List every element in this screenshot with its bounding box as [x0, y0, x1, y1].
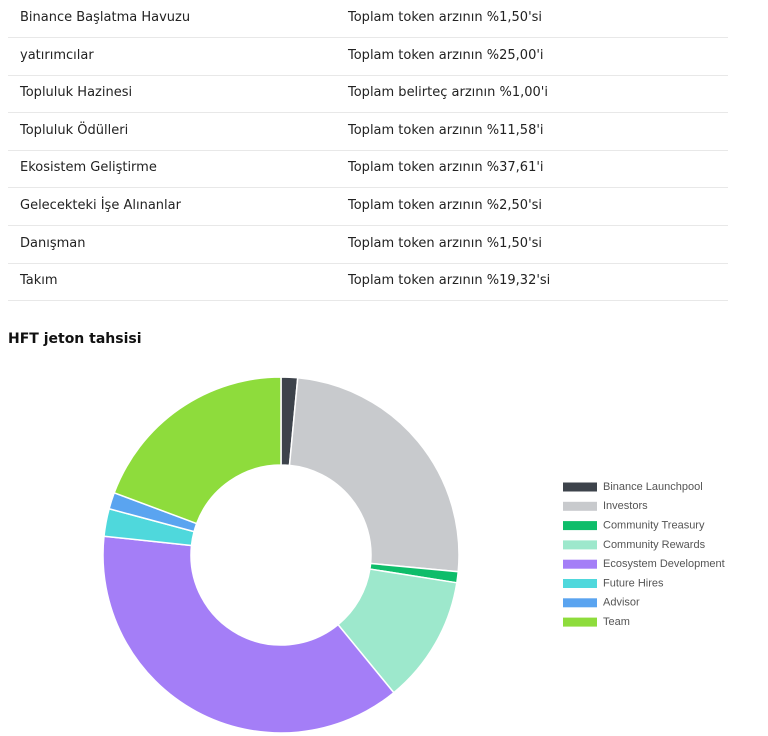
table-row: Topluluk Hazinesi Toplam belirteç arzının… [8, 75, 728, 114]
allocation-name: yatırımcılar [20, 47, 94, 63]
legend-label: Future Hires [603, 577, 664, 589]
chart-title: HFT jeton tahsisi [8, 331, 142, 347]
table-row: Danışman Toplam token arzının %1,50'si [8, 226, 728, 264]
table-row: Takım Toplam token arzının %19,32'si [8, 263, 728, 302]
donut-slice [113, 376, 282, 525]
table-row: Binance Başlatma Havuzu Toplam token arzı… [8, 0, 728, 38]
legend-swatch [563, 579, 597, 588]
allocation-name: Takım [20, 273, 58, 289]
legend-swatch [563, 501, 597, 511]
legend-swatch [563, 598, 597, 608]
donut-slice [102, 535, 395, 734]
allocation-name: Ekosistem Geliştirme [20, 160, 157, 176]
legend-label: Advisor [603, 597, 640, 609]
legend-swatch [563, 482, 597, 492]
allocation-share: Toplam token arzının %2,50'si [348, 198, 543, 213]
allocation-name: Topluluk Ödülleri [20, 122, 129, 138]
allocation-name: Topluluk Hazinesi [20, 85, 133, 101]
table-row: Ekosistem Geliştirme Toplam token arzının… [8, 150, 728, 189]
allocation-name: Danışman [20, 235, 86, 251]
legend-swatch [563, 617, 597, 627]
legend-label: Investors [603, 500, 648, 512]
legend-swatch [563, 540, 597, 550]
legend-label: Ecosystem Development [603, 558, 725, 570]
allocation-share: Toplam token arzının %1,50'si [348, 235, 543, 251]
donut-slice [288, 376, 460, 573]
allocation-name: Binance Başlatma Havuzu [20, 10, 191, 25]
allocation-name: Gelecekteki İşe Alınanlar [20, 198, 181, 213]
legend-label: Community Treasury [603, 520, 705, 532]
allocation-share: Toplam belirteç arzının %1,00'i [348, 85, 548, 101]
table-row: Gelecekteki İşe Alınanlar Toplam token ar… [8, 188, 728, 226]
legend-swatch [563, 559, 597, 569]
legend-swatch [563, 521, 597, 531]
legend-label: Community Rewards [603, 539, 706, 551]
legend-label: Team [603, 616, 630, 628]
allocation-share: Toplam token arzının %1,50'si [348, 10, 543, 25]
table-row: yatırımcılar Toplam token arzının %25,00'… [8, 38, 728, 76]
legend-label: Binance Launchpool [603, 481, 703, 493]
allocation-share: Toplam token arzının %25,00'i [348, 47, 544, 63]
allocation-share: Toplam token arzının %19,32'si [348, 273, 551, 289]
table-row: Topluluk Ödülleri Toplam token arzının %1… [8, 113, 728, 151]
allocation-share: Toplam token arzının %37,61'i [348, 160, 544, 176]
allocation-share: Toplam token arzının %11,58'i [348, 122, 544, 138]
